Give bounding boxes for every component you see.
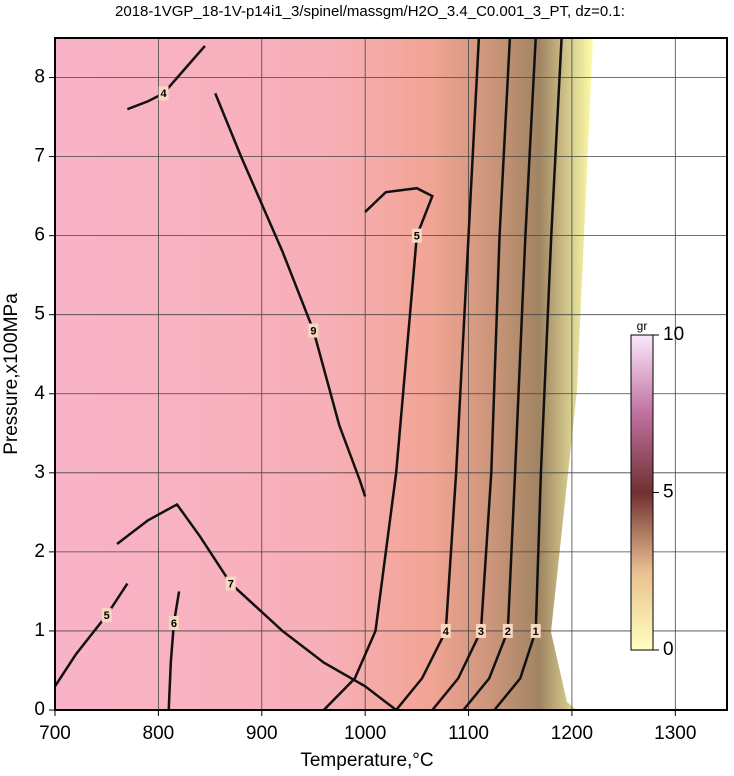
contour-label-bg xyxy=(530,623,541,638)
contour-label: 6 xyxy=(171,618,177,630)
contour-label-bg xyxy=(225,576,236,591)
y-tick-label: 3 xyxy=(34,462,45,483)
contour-label-bg xyxy=(502,623,513,638)
plot-area: 1 2 3 4 5 9 7 6 5 4 xyxy=(55,38,727,710)
x-tick-label: 1200 xyxy=(551,723,593,744)
contour-label: 3 xyxy=(478,626,484,638)
y-tick-label: 8 xyxy=(34,67,45,88)
contour-label: 7 xyxy=(228,578,234,590)
colorbar-tick-label: 0 xyxy=(663,639,674,660)
contour-label: 2 xyxy=(505,626,511,638)
contour-line xyxy=(462,38,537,710)
contour-label: 9 xyxy=(310,325,316,337)
y-tick-label: 1 xyxy=(34,620,45,641)
contour-line xyxy=(55,582,129,687)
field-fill xyxy=(55,38,593,710)
colorbar-label: gr xyxy=(637,319,648,333)
x-axis-label: Temperature,°C xyxy=(300,750,433,771)
colorbar-tick-label: 5 xyxy=(663,482,674,503)
x-tick-label: 1300 xyxy=(654,723,696,744)
x-tick-label: 1000 xyxy=(344,723,386,744)
y-tick-label: 5 xyxy=(34,304,45,325)
y-tick-label: 7 xyxy=(34,146,45,167)
y-tick-label: 6 xyxy=(34,225,45,246)
contour-label: 4 xyxy=(160,88,167,100)
contour-line xyxy=(493,38,563,710)
x-tick-label: 900 xyxy=(246,723,278,744)
y-axis-label: Pressure,x100MPa xyxy=(1,293,22,455)
colorbar-tick-label: 10 xyxy=(663,324,684,345)
contour-label: 5 xyxy=(414,231,420,243)
contour-label: 1 xyxy=(533,626,539,638)
plot-frame xyxy=(54,37,728,711)
chart-title: 2018-1VGP_18-1V-p14i1_3/spinel/massgm/H2… xyxy=(115,3,625,20)
y-tick-label: 0 xyxy=(34,699,45,720)
y-tick-label: 2 xyxy=(34,541,45,562)
x-tick-label: 800 xyxy=(143,723,175,744)
contour-line xyxy=(395,38,481,710)
contour-label-bg xyxy=(168,616,179,631)
contour-label-bg xyxy=(475,623,486,638)
contour-label-bg xyxy=(308,323,319,338)
contour-line xyxy=(431,38,512,710)
contour-label: 4 xyxy=(443,626,450,638)
y-tick-label: 4 xyxy=(34,383,45,404)
colorbar xyxy=(630,334,654,651)
contour-label-bg xyxy=(101,608,112,623)
contour-label-bg xyxy=(440,623,451,638)
x-tick-label: 700 xyxy=(39,723,71,744)
x-tick-label: 1100 xyxy=(448,723,489,744)
contour-line xyxy=(167,591,181,710)
contour-label-bg xyxy=(411,228,422,243)
contour-label-bg xyxy=(158,86,169,101)
contour-label: 5 xyxy=(104,610,110,622)
